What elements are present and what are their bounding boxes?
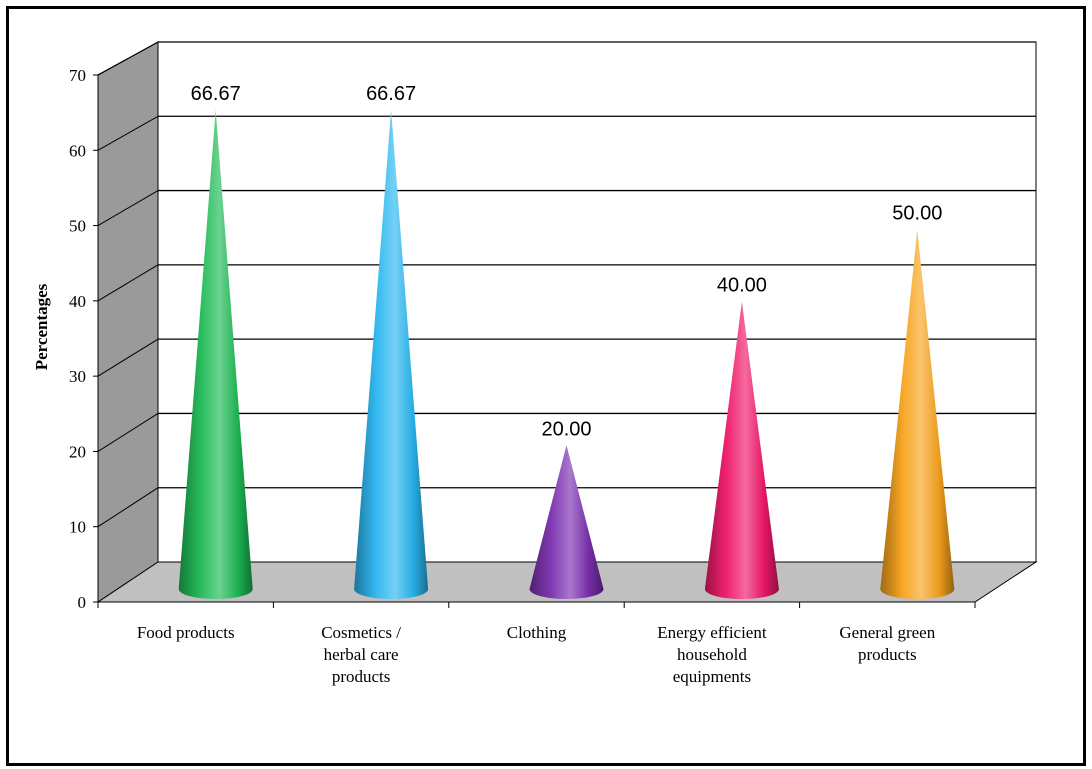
cone-chart: 0 10 20 30 40 50 60 70 Food products Cosmetics /… — [32, 41, 1038, 686]
gridline-side — [97, 190, 159, 227]
y-tick-label: 20 — [69, 442, 86, 461]
data-label: 40.00 — [717, 275, 767, 297]
x-tick-label: Clothing — [507, 623, 567, 642]
back-wall — [157, 41, 1037, 563]
cone-bar — [529, 445, 604, 599]
side-wall — [97, 41, 159, 603]
data-label: 50.00 — [892, 203, 942, 225]
cone-bar — [354, 109, 429, 599]
chart-walls — [96, 41, 1038, 603]
cone-bar — [880, 229, 955, 599]
cones — [178, 109, 955, 599]
x-tick-label: Energy efficient household equipments — [657, 623, 767, 686]
x-tick-label: Cosmetics / herbal care products — [321, 623, 401, 686]
y-tick-label: 40 — [69, 292, 86, 311]
data-label: 66.67 — [191, 83, 241, 105]
data-labels: 66.67 66.67 20.00 40.00 50.00 — [191, 83, 943, 440]
x-tick-label: General green products — [839, 623, 935, 664]
y-tick-label: 30 — [69, 367, 86, 386]
gridline-side — [97, 487, 159, 528]
gridline-side — [97, 264, 159, 302]
gridline-side — [97, 115, 159, 151]
y-tick-label: 60 — [69, 141, 86, 160]
cone-bar — [704, 301, 779, 599]
gridlines — [97, 41, 1036, 528]
x-tick-label: Food products — [137, 623, 235, 642]
y-tick-label: 0 — [78, 593, 87, 612]
gridline-side — [97, 413, 159, 452]
y-axis: 0 10 20 30 40 50 60 70 — [69, 66, 99, 612]
y-tick-label: 50 — [69, 217, 86, 236]
cone-bar — [178, 109, 253, 599]
gridline-side — [97, 41, 159, 76]
y-tick-label: 10 — [69, 518, 86, 537]
data-label: 66.67 — [366, 83, 416, 105]
chart-frame: 0 10 20 30 40 50 60 70 Food products Cosmetics /… — [6, 6, 1086, 766]
y-axis-label: Percentages — [32, 283, 51, 370]
x-axis: Food products Cosmetics / herbal care produ… — [97, 601, 976, 686]
y-tick-label: 70 — [69, 66, 86, 85]
data-label: 20.00 — [541, 418, 591, 440]
gridline-side — [97, 338, 159, 377]
